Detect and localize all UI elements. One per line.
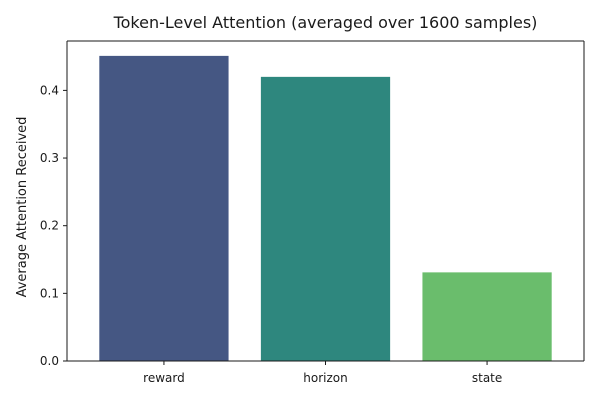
chart-title: Token-Level Attention (averaged over 160… [113,13,538,32]
x-tick-label-reward: reward [143,371,185,385]
y-axis-label: Average Attention Received [15,117,30,298]
x-ticks-group: reward horizon state [143,361,502,385]
y-tick-label: 0.0 [40,354,59,368]
y-ticks-group: 0.0 0.1 0.2 0.3 0.4 [40,83,67,368]
y-tick-label: 0.4 [40,83,59,97]
y-tick-label: 0.2 [40,219,59,233]
y-tick-label: 0.3 [40,151,59,165]
x-tick-label-horizon: horizon [303,371,347,385]
bar-horizon [260,76,391,362]
x-tick-label-state: state [472,371,502,385]
bar-state [422,272,552,361]
bars-group [99,55,552,362]
bar-reward [99,55,229,361]
y-tick-label: 0.1 [40,286,59,300]
axes-group [66,40,585,362]
